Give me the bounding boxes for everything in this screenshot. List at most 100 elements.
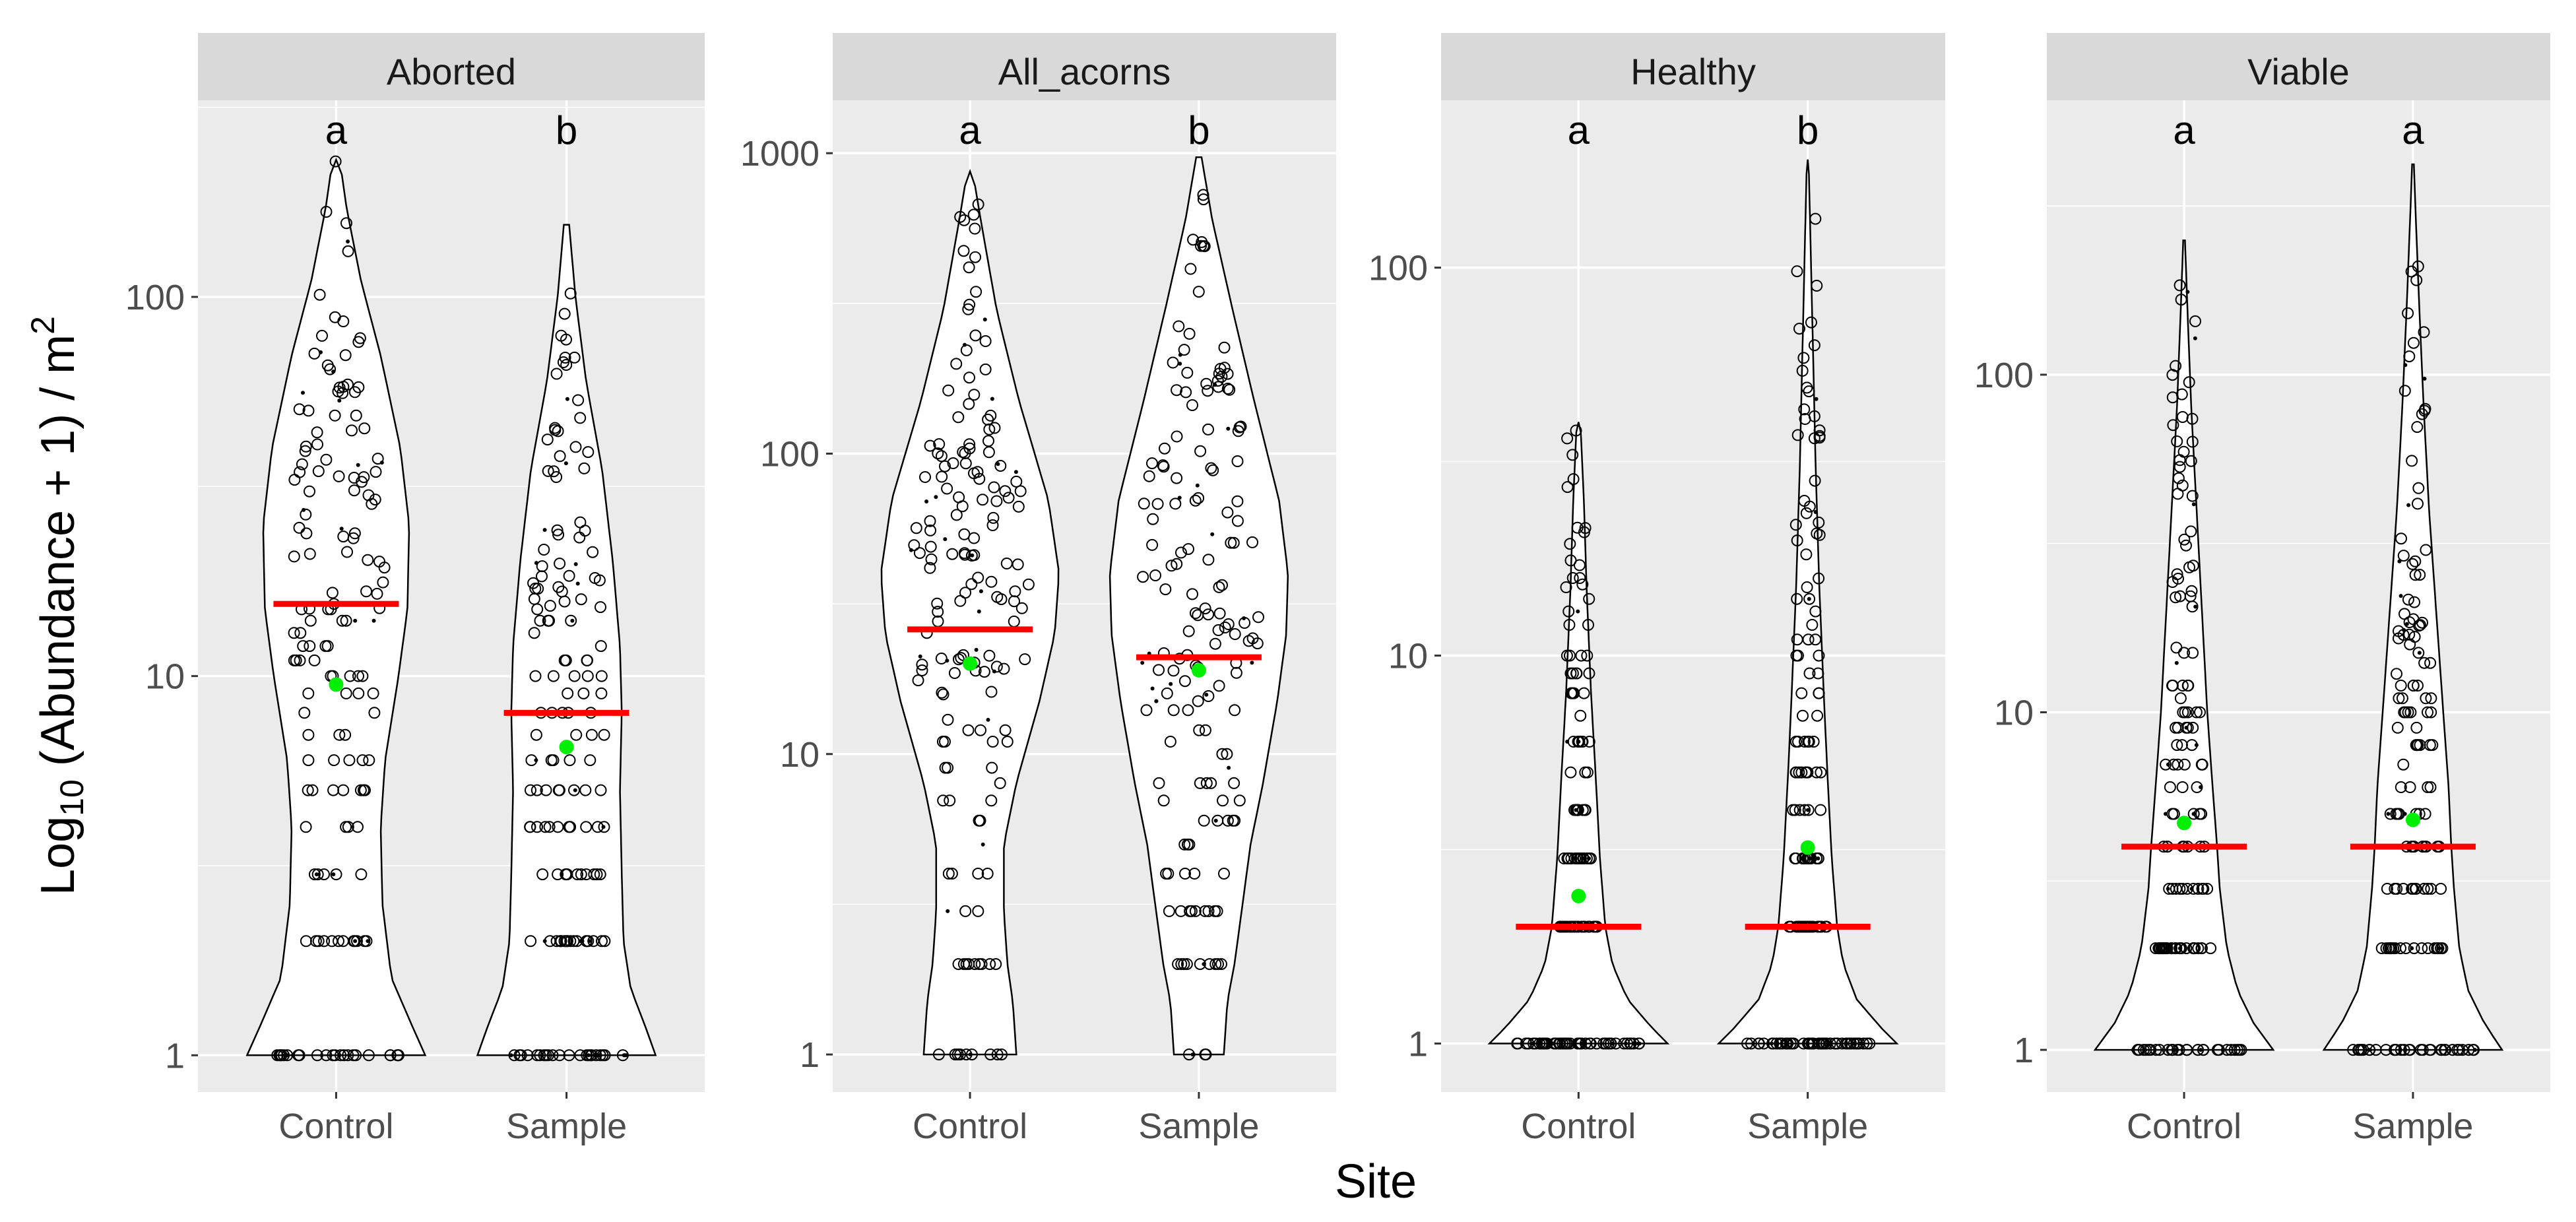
violin-control [2093,240,2275,1051]
data-point [1811,527,1823,540]
data-point [302,754,315,767]
data-point [1212,381,1225,393]
data-point [1242,616,1246,620]
data-point [529,670,542,682]
data-point [970,286,982,298]
data-point [937,688,950,701]
data-point [2181,706,2194,719]
data-point [1147,513,1159,525]
data-point [1611,1041,1615,1046]
data-point [2178,533,2191,546]
data-point [924,439,936,452]
data-point [342,245,354,257]
data-point [339,527,344,531]
data-point [1192,286,1205,298]
data-point [2176,411,2189,423]
data-point [1797,709,1809,722]
data-point [1568,804,1580,816]
data-point [1175,546,1187,559]
data-point [2184,725,2189,730]
data-point [936,736,949,748]
data-point [1814,397,1819,401]
data-point [298,707,311,719]
data-point [353,939,358,944]
data-point [1171,472,1183,484]
data-point [1000,558,1013,569]
data-point [1574,709,1587,722]
data-point [950,358,963,370]
data-point [2171,1044,2183,1056]
data-point [1012,500,1025,513]
x-tick-label: Control [913,1107,1027,1146]
data-point [1583,852,1595,864]
data-point [1211,375,1224,387]
data-point [977,609,981,614]
data-point [311,426,323,439]
data-point [2133,1044,2146,1056]
data-point [952,411,965,424]
data-point [1618,1037,1630,1050]
data-point [2422,883,2434,895]
data-point [2393,808,2405,820]
y-axis-title-subscript: 10 [53,779,90,816]
data-point [2403,350,2416,363]
data-point [360,585,373,598]
data-point [590,1049,602,1062]
significance-letter: a [1568,108,1590,152]
data-point [2416,942,2428,955]
violin-sample [1109,156,1289,1056]
data-point [573,562,578,566]
data-point [300,508,312,521]
data-point [563,1049,575,1062]
data-point [1789,804,1801,816]
data-point [1002,492,1015,504]
data-point [1564,766,1577,779]
facet-viable: Viable 1 10 100 Control Sample a a [1974,33,2550,1146]
data-point [1813,687,1825,699]
data-point [969,251,981,263]
data-point [337,399,342,403]
data-point [1813,649,1825,662]
data-point [1805,808,1810,812]
data-point [1010,475,1023,488]
data-point [336,614,348,627]
data-point [1567,473,1580,486]
data-point [2407,680,2420,691]
data-point [2395,1044,2407,1056]
data-point [959,587,971,599]
data-point [1566,572,1579,584]
data-point [1182,704,1194,717]
data-point [990,958,1002,971]
data-point [1568,687,1580,699]
data-point [319,640,332,653]
data-point [2399,385,2411,397]
data-point [574,516,587,529]
data-point [1231,455,1244,467]
data-point [995,593,1008,606]
data-point [392,1049,404,1062]
data-point [521,1049,534,1062]
data-point [986,519,999,531]
data-point [2463,1044,2475,1056]
data-point [1154,699,1159,703]
data-point [1584,1037,1597,1050]
y-tick-label: 1 [2014,1031,2034,1070]
data-point [972,905,984,917]
data-point [342,378,354,391]
data-point [1564,667,1577,680]
data-point [297,640,309,653]
data-point [598,728,610,741]
data-point [1818,1037,1830,1050]
data-point [1574,852,1586,864]
data-point [1581,649,1594,662]
data-point [595,784,607,796]
data-point [313,288,326,301]
significance-letter: b [556,108,577,152]
data-point [1745,1037,1757,1050]
data-point [984,1048,997,1061]
data-point [959,905,972,917]
data-point [2414,569,2426,581]
data-point [2399,608,2410,620]
y-tick-label: 100 [125,278,185,317]
data-point [568,670,581,682]
